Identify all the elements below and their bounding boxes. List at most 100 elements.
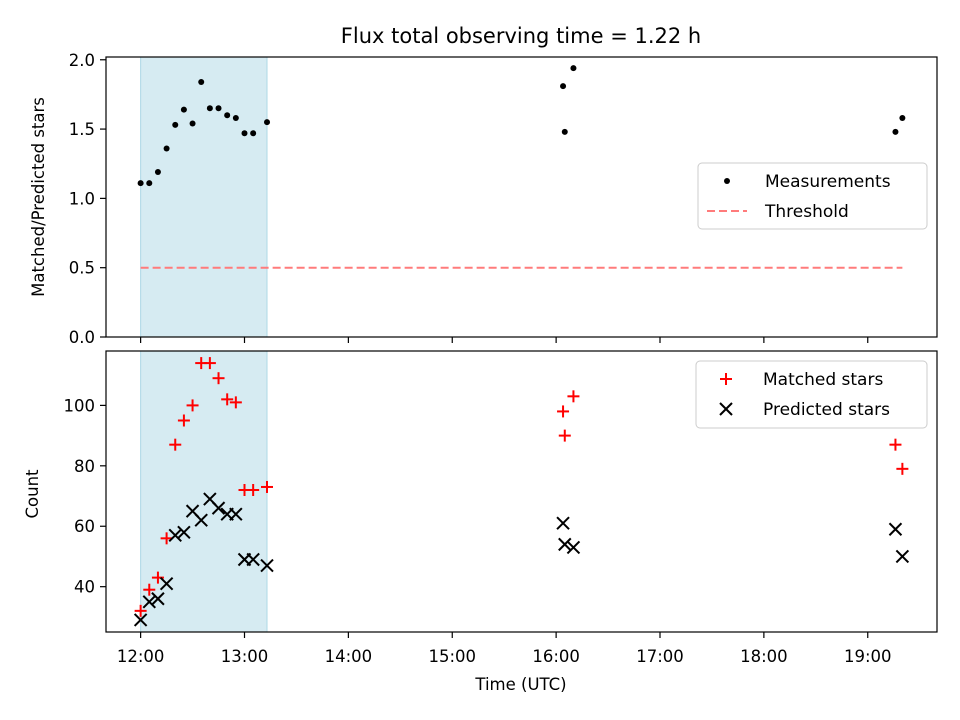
measurement-point: [189, 120, 196, 127]
predicted-stars-point: [151, 592, 165, 606]
measurement-point: [154, 169, 161, 176]
predicted-stars-point: [133, 613, 148, 627]
legend-label-threshold: Threshold: [764, 202, 849, 222]
measurement-point: [250, 130, 257, 137]
chart-title: Flux total observing time = 1.22 h: [341, 24, 701, 48]
predicted-stars-point: [159, 576, 174, 591]
bottom-data-marks: [133, 357, 910, 627]
matched-stars-point: [889, 438, 902, 451]
legend-label-matched-stars: Matched stars: [763, 370, 883, 390]
measurement-point: [180, 106, 187, 113]
matched-stars-point: [203, 357, 216, 370]
matched-stars-point: [261, 480, 274, 493]
predicted-stars-point: [177, 525, 191, 539]
y-tick-label: 60: [74, 517, 95, 536]
predicted-stars-point: [260, 558, 274, 573]
top-panel: 0.00.51.01.52.0 Matched/Predicted stars …: [29, 51, 938, 347]
x-tick-label: 15:00: [428, 647, 476, 666]
y-tick-label: 100: [64, 396, 96, 415]
y-tick-label: 40: [74, 578, 95, 597]
matched-stars-point: [186, 399, 199, 412]
x-tick-label: 17:00: [636, 647, 684, 666]
x-tick-label: 19:00: [844, 647, 892, 666]
bottom-legend: Matched stars Predicted stars: [695, 360, 928, 429]
matched-stars-point: [134, 604, 147, 617]
measurement-point: [163, 145, 170, 152]
top-y-ticks: 0.0 0.5 1.0 1.5 2.0: [69, 51, 106, 347]
top-legend: Measurements Threshold: [697, 162, 928, 230]
bottom-x-ticks: 12:00 13:00 14:00 15:00 16:00 17:00 18:00 19:00: [117, 632, 892, 666]
measurement-point: [232, 114, 239, 121]
legend-marker-measurements: [724, 178, 730, 184]
bottom-y-ticks: 40 60 80 100: [64, 396, 106, 597]
x-tick-label: 14:00: [325, 647, 373, 666]
bottom-y-axis-label: Count: [23, 469, 42, 519]
predicted-stars-point: [229, 507, 243, 521]
measurement-point: [146, 180, 153, 187]
predicted-stars-point: [168, 528, 182, 543]
matched-stars-point: [567, 390, 580, 403]
measurement-point: [215, 105, 222, 112]
shaded-observing-interval: [140, 56, 268, 338]
measurement-point: [224, 112, 231, 119]
measurement-point: [264, 119, 271, 126]
bottom-panel: 40 60 80 100 12:00 13:00 14:00 15:00 16:00 17:00…: [23, 350, 938, 694]
y-tick-label: 2.0: [69, 51, 95, 70]
measurement-point: [570, 65, 577, 72]
predicted-stars-point: [895, 549, 910, 564]
y-tick-label: 80: [74, 457, 95, 476]
x-tick-label: 18:00: [740, 647, 788, 666]
predicted-stars-point: [142, 595, 156, 609]
predicted-stars-point: [558, 537, 572, 552]
matched-stars-point: [160, 532, 173, 545]
matched-stars-point: [247, 483, 260, 496]
measurement-point: [560, 83, 567, 90]
top-y-axis-label: Matched/Predicted stars: [29, 97, 48, 297]
measurement-point: [241, 130, 248, 137]
x-tick-label: 16:00: [532, 647, 580, 666]
shaded-observing-interval: [140, 350, 268, 633]
predicted-stars-point: [246, 552, 260, 567]
top-x-ticks: [140, 337, 869, 343]
bottom-legend-box: [695, 360, 928, 429]
predicted-stars-point: [566, 540, 581, 555]
legend-marker-predicted-stars: [719, 402, 733, 416]
top-axes-frame: [105, 56, 938, 338]
matched-stars-point: [177, 414, 190, 427]
matched-stars-point: [221, 393, 234, 406]
measurement-point: [892, 128, 899, 135]
x-tick-label: 12:00: [117, 647, 165, 666]
matched-stars-point: [143, 583, 156, 596]
legend-label-measurements: Measurements: [765, 172, 891, 192]
matched-stars-point: [896, 462, 909, 475]
top-data-marks: [137, 65, 906, 269]
x-tick-label: 13:00: [221, 647, 269, 666]
matched-stars-point: [229, 396, 242, 409]
measurement-point: [206, 105, 213, 112]
measurement-point: [172, 121, 179, 128]
y-tick-label: 1.0: [69, 189, 95, 208]
matched-stars-point: [212, 372, 225, 385]
measurement-point: [561, 128, 568, 135]
top-shaded-interval: [140, 56, 268, 338]
matched-stars-point: [169, 438, 182, 451]
measurement-point: [899, 114, 906, 121]
bottom-axes-frame: [105, 350, 938, 633]
x-axis-label: Time (UTC): [474, 675, 566, 694]
y-tick-label: 0.5: [69, 259, 95, 278]
legend-marker-matched-stars: [720, 373, 732, 385]
legend-label-predicted-stars: Predicted stars: [763, 400, 890, 420]
predicted-stars-point: [888, 522, 903, 536]
y-tick-label: 0.0: [69, 328, 95, 347]
matched-stars-point: [558, 429, 571, 442]
y-tick-label: 1.5: [69, 120, 95, 139]
matched-stars-point: [557, 405, 570, 418]
predicted-stars-point: [211, 501, 226, 515]
bottom-shaded-interval: [140, 350, 268, 633]
predicted-stars-point: [556, 516, 570, 530]
measurement-point: [137, 180, 144, 187]
predicted-stars-point: [194, 513, 208, 527]
top-legend-box: [697, 162, 928, 230]
measurement-point: [198, 78, 205, 85]
